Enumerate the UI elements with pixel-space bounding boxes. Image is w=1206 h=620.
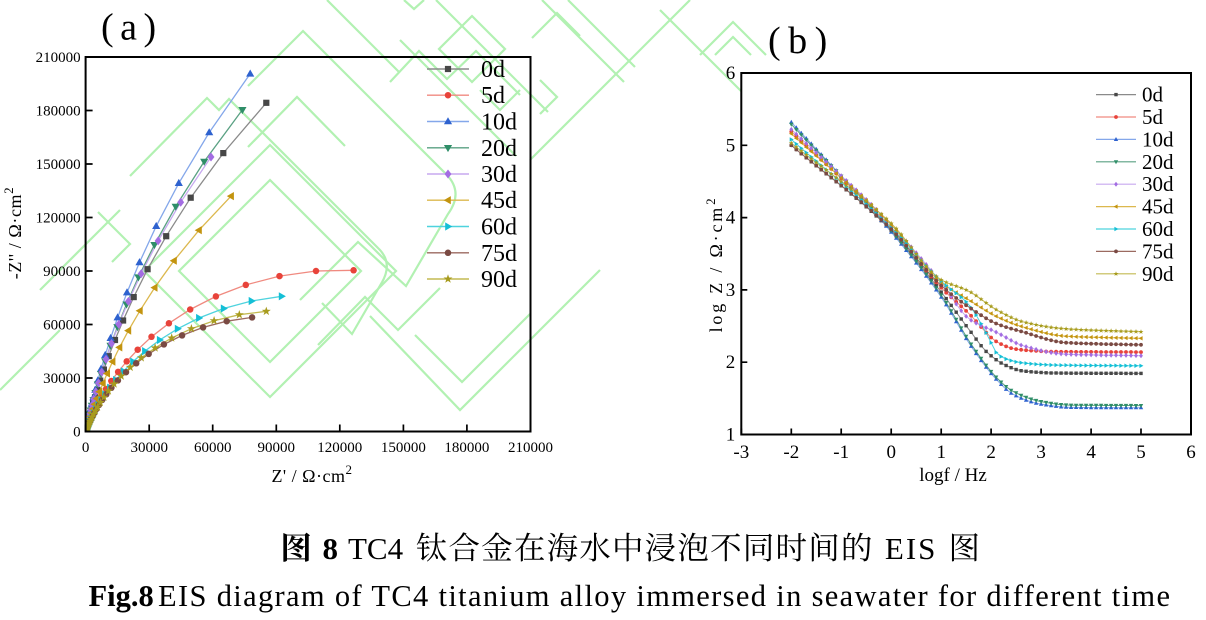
svg-text:30000: 30000 bbox=[130, 440, 168, 456]
svg-text:Fig.8: Fig.8 bbox=[89, 579, 154, 613]
svg-text:3: 3 bbox=[1036, 442, 1046, 463]
svg-text:-Z'' / Ω·cm2: -Z'' / Ω·cm2 bbox=[1, 187, 25, 280]
svg-text:-3: -3 bbox=[733, 442, 749, 463]
svg-text:Z' / Ω·cm2: Z' / Ω·cm2 bbox=[271, 462, 352, 486]
svg-text:180000: 180000 bbox=[444, 440, 489, 456]
svg-text:210000: 210000 bbox=[508, 440, 553, 456]
svg-text:EIS: EIS bbox=[885, 531, 938, 566]
svg-text:1: 1 bbox=[936, 442, 946, 463]
svg-text:2: 2 bbox=[726, 352, 736, 373]
svg-text:45d: 45d bbox=[1142, 195, 1174, 219]
svg-text:20d: 20d bbox=[1142, 150, 1174, 174]
svg-text:150000: 150000 bbox=[36, 157, 81, 173]
svg-text:-2: -2 bbox=[783, 442, 799, 463]
svg-text:30000: 30000 bbox=[43, 371, 81, 387]
svg-text:4: 4 bbox=[1086, 442, 1096, 463]
svg-text:90d: 90d bbox=[481, 267, 517, 293]
svg-text:75d: 75d bbox=[1142, 239, 1174, 263]
svg-text:5d: 5d bbox=[481, 83, 505, 109]
svg-text:150000: 150000 bbox=[381, 440, 426, 456]
svg-text:5: 5 bbox=[1136, 442, 1146, 463]
svg-text:(a): (a) bbox=[101, 6, 163, 48]
svg-text:45d: 45d bbox=[481, 188, 517, 214]
svg-text:2: 2 bbox=[986, 442, 996, 463]
svg-text:(b): (b) bbox=[768, 20, 835, 62]
svg-text:75d: 75d bbox=[481, 241, 517, 267]
svg-text:10d: 10d bbox=[481, 110, 517, 136]
svg-text:6: 6 bbox=[1186, 442, 1196, 463]
svg-text:5d: 5d bbox=[1142, 105, 1164, 129]
svg-text:120000: 120000 bbox=[36, 211, 81, 227]
svg-text:180000: 180000 bbox=[36, 104, 81, 120]
svg-text:20d: 20d bbox=[481, 136, 517, 162]
svg-text:90000: 90000 bbox=[43, 264, 81, 280]
svg-text:90d: 90d bbox=[1142, 262, 1174, 286]
svg-text:30d: 30d bbox=[1142, 172, 1174, 196]
svg-text:TC4: TC4 bbox=[348, 531, 404, 566]
svg-text:0: 0 bbox=[73, 425, 81, 441]
svg-text:4: 4 bbox=[726, 208, 736, 229]
svg-text:-1: -1 bbox=[833, 442, 849, 463]
svg-text:10d: 10d bbox=[1142, 127, 1174, 151]
svg-text:60d: 60d bbox=[1142, 217, 1174, 241]
svg-text:90000: 90000 bbox=[258, 440, 296, 456]
svg-text:0: 0 bbox=[82, 440, 90, 456]
svg-text:6: 6 bbox=[726, 63, 736, 84]
svg-text:60d: 60d bbox=[481, 215, 517, 241]
svg-text:1: 1 bbox=[726, 425, 736, 446]
svg-text:5: 5 bbox=[726, 135, 736, 156]
svg-text:log Z / Ω·cm2: log Z / Ω·cm2 bbox=[703, 196, 726, 333]
svg-text:210000: 210000 bbox=[36, 50, 81, 66]
svg-text:8: 8 bbox=[323, 531, 339, 566]
svg-text:logf / Hz: logf / Hz bbox=[919, 465, 987, 486]
svg-text:30d: 30d bbox=[481, 162, 517, 188]
svg-text:0d: 0d bbox=[1142, 83, 1164, 107]
svg-text:0d: 0d bbox=[481, 57, 505, 83]
svg-text:EIS diagram of TC4 titanium al: EIS diagram of TC4 titanium alloy immers… bbox=[158, 579, 1170, 613]
svg-text:0: 0 bbox=[886, 442, 896, 463]
svg-text:3: 3 bbox=[726, 280, 736, 301]
svg-text:60000: 60000 bbox=[43, 318, 81, 334]
svg-text:60000: 60000 bbox=[194, 440, 232, 456]
svg-text:120000: 120000 bbox=[317, 440, 362, 456]
